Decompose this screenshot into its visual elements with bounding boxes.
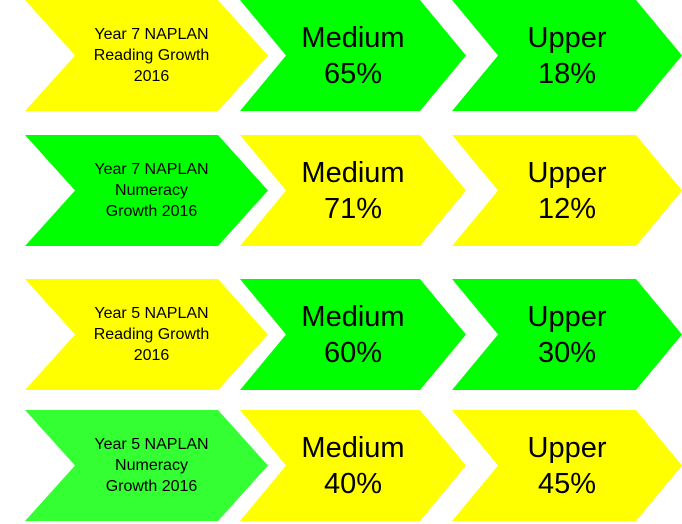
upper-chevron: Upper 30% xyxy=(452,279,682,390)
medium-name: Medium xyxy=(301,431,405,464)
row-label: Year 7 NAPLAN Numeracy Growth 2016 xyxy=(25,135,268,246)
medium-value: 65% xyxy=(323,57,383,90)
upper-chevron: Upper 18% xyxy=(452,0,682,111)
label-text: Year 5 NAPLAN Reading Growth 2016 xyxy=(93,305,210,364)
upper-name: Upper xyxy=(527,21,607,54)
medium-name: Medium xyxy=(301,21,405,54)
upper-chevron: Upper 45% xyxy=(452,410,682,521)
upper-name: Upper xyxy=(527,431,607,464)
label-text: Year 7 NAPLAN Reading Growth 2016 xyxy=(93,26,210,85)
medium-value: 60% xyxy=(323,336,383,369)
upper-name: Upper xyxy=(527,156,607,189)
medium-name: Medium xyxy=(301,300,405,333)
upper-value: 12% xyxy=(537,192,597,225)
medium-value: 40% xyxy=(323,467,383,500)
upper-name: Upper xyxy=(527,300,607,333)
medium-name: Medium xyxy=(301,156,405,189)
medium-value: 71% xyxy=(323,192,383,225)
medium-chevron: Medium 71% xyxy=(240,135,466,246)
medium-chevron: Medium 60% xyxy=(240,279,466,390)
row-label: Year 5 NAPLAN Numeracy Growth 2016 xyxy=(25,410,268,521)
upper-chevron: Upper 12% xyxy=(452,135,682,246)
upper-value: 45% xyxy=(537,467,597,500)
label-text: Year 7 NAPLAN Numeracy Growth 2016 xyxy=(94,161,209,220)
medium-chevron: Medium 65% xyxy=(240,0,466,111)
upper-value: 30% xyxy=(537,336,597,369)
row-label: Year 7 NAPLAN Reading Growth 2016 xyxy=(25,0,268,111)
label-text: Year 5 NAPLAN Numeracy Growth 2016 xyxy=(94,436,209,495)
row-label: Year 5 NAPLAN Reading Growth 2016 xyxy=(25,279,268,390)
medium-chevron: Medium 40% xyxy=(240,410,466,521)
upper-value: 18% xyxy=(537,57,597,90)
